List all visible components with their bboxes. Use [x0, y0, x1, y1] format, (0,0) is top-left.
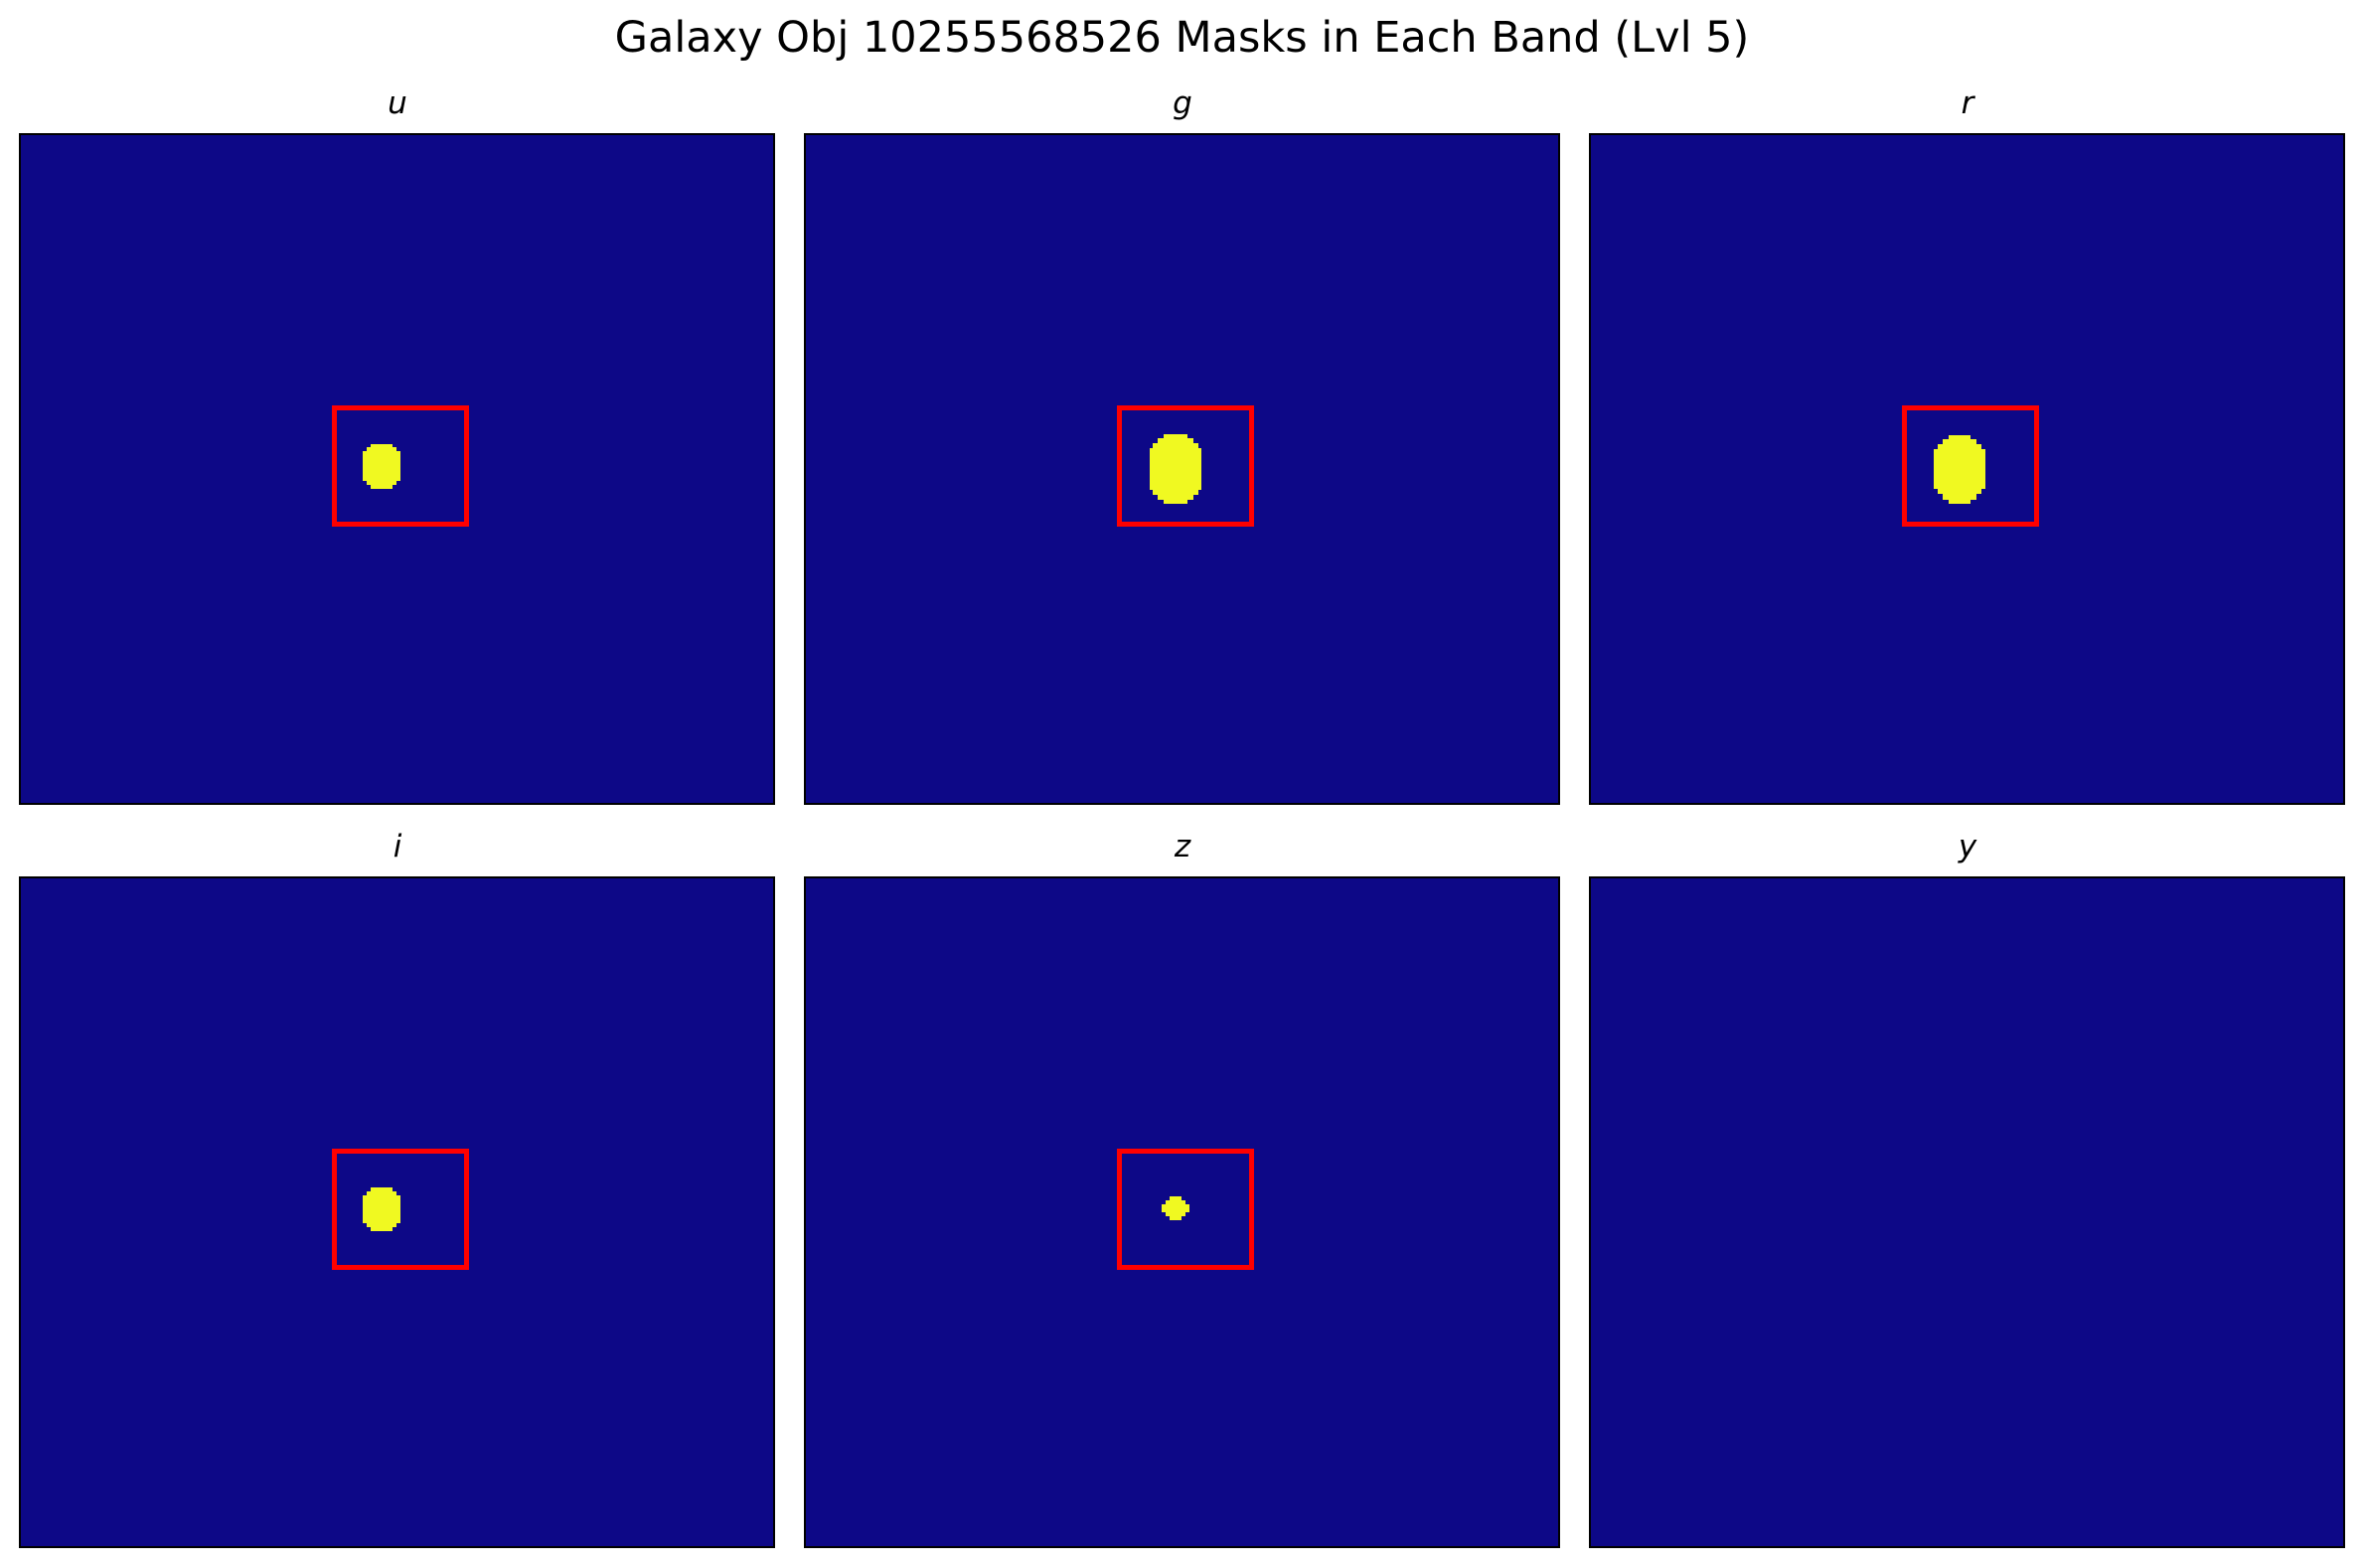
mask-panel-i — [19, 876, 775, 1548]
mask-blob-u — [363, 444, 400, 489]
mask-image-r — [1934, 435, 1985, 504]
mask-blob-i — [363, 1187, 400, 1231]
mask-panel-u — [19, 133, 775, 805]
figure-title: Galaxy Obj 10255568526 Masks in Each Ban… — [614, 13, 1750, 63]
panel-title-z: z — [1174, 829, 1191, 864]
mask-image-i — [363, 1187, 400, 1231]
mask-panel-y — [1589, 876, 2345, 1548]
panel-title-y: y — [1958, 829, 1977, 864]
mask-panel-g — [804, 133, 1560, 805]
mask-blob-z — [1162, 1196, 1189, 1220]
bbox-r — [1902, 405, 2039, 527]
bbox-u — [332, 405, 469, 527]
mask-blob-g — [1150, 434, 1201, 504]
mask-panel-z — [804, 876, 1560, 1548]
panel-title-u: u — [388, 85, 407, 121]
bbox-g — [1117, 405, 1254, 527]
panel-title-g: g — [1173, 85, 1192, 121]
mask-image-z — [1162, 1196, 1189, 1220]
bbox-i — [332, 1149, 469, 1270]
mask-panel-r — [1589, 133, 2345, 805]
panel-title-i: i — [393, 829, 402, 864]
mask-image-u — [363, 444, 400, 489]
bbox-z — [1117, 1149, 1254, 1270]
mask-image-g — [1150, 434, 1201, 504]
mask-blob-r — [1934, 435, 1985, 504]
panel-title-r: r — [1961, 85, 1974, 121]
